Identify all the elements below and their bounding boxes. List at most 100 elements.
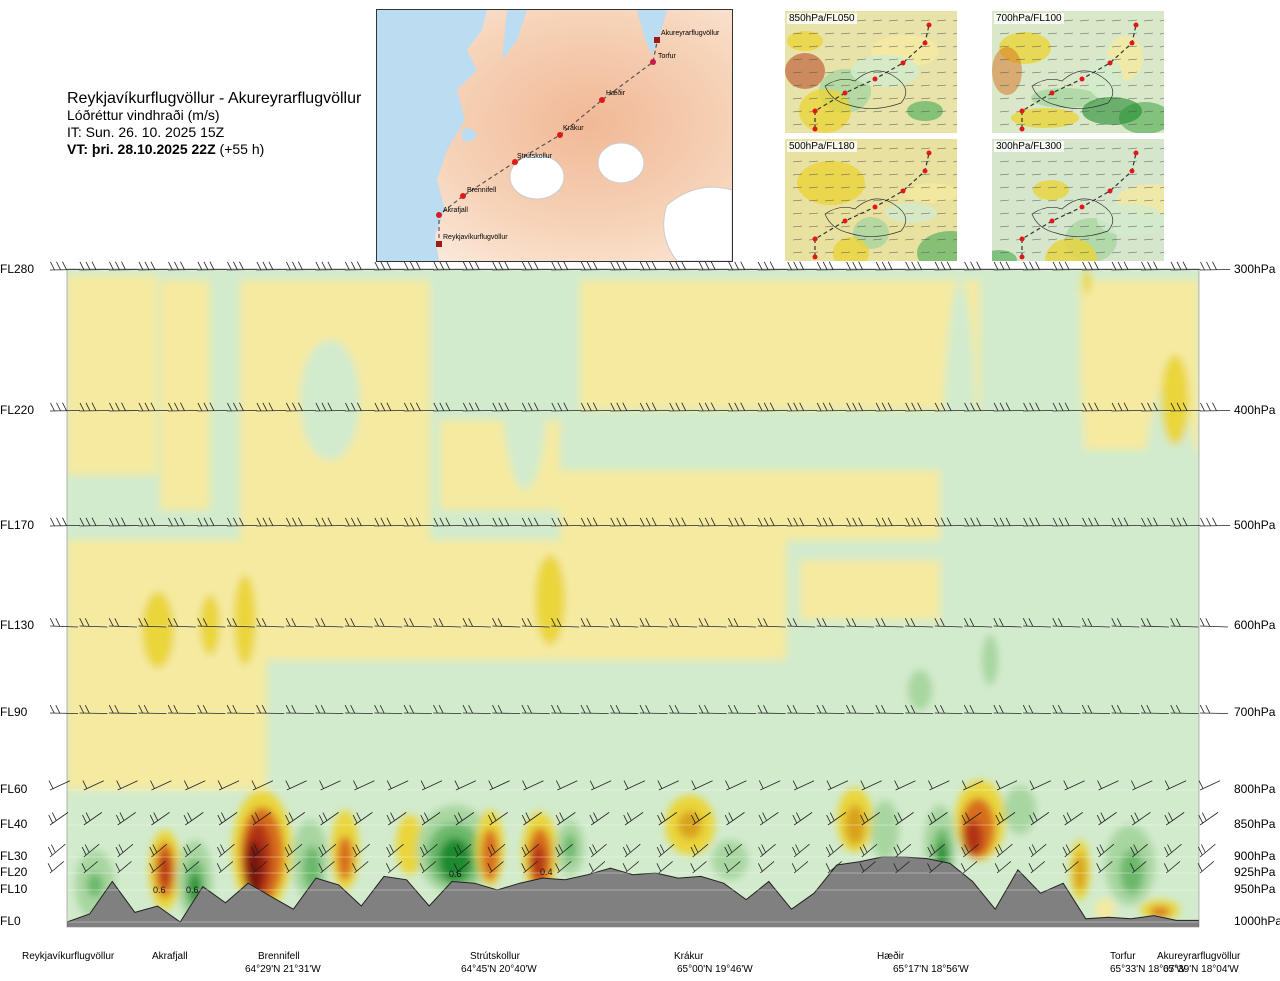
wind-barb-tick [492, 517, 498, 527]
level-map-300[interactable]: 300hPa/FL300 [992, 139, 1164, 261]
map-wind-barb [1031, 110, 1042, 113]
wind-barb [226, 269, 257, 271]
wind-barb-tick [1064, 261, 1070, 270]
wind-barb [728, 269, 759, 271]
wind-barb-tick [616, 261, 622, 270]
wind-barb-tick [256, 402, 262, 412]
wind-barb [1023, 525, 1054, 527]
wind-barb-tick [826, 814, 832, 824]
wind-barb-tick [799, 261, 805, 270]
field-blob [1161, 355, 1189, 445]
map-wind-barb [1095, 97, 1106, 100]
wind-barb-tick [403, 617, 409, 627]
wind-barb-tick [55, 618, 61, 627]
map-wind-barb [952, 174, 957, 176]
wind-barb-tick [887, 517, 893, 526]
vertical-velocity-field [67, 269, 1199, 927]
wind-barb-tick [1064, 517, 1070, 526]
wind-barb-tick [84, 704, 90, 714]
wind-barb-tick [315, 704, 320, 714]
fl-label: FL170 [0, 518, 35, 532]
wind-barb-tick [1029, 780, 1035, 789]
wind-barb [489, 780, 510, 791]
wind-barb-tick [62, 517, 67, 526]
map-wind-barb [1031, 212, 1042, 215]
wind-barb-tick [403, 402, 409, 412]
wind-barb-tick [1175, 618, 1181, 627]
map-wind-barb [1111, 212, 1122, 215]
wind-barb-tick [203, 261, 209, 270]
wind-barb-tick [138, 402, 144, 412]
map-waypoint [926, 22, 932, 28]
wind-barb-tick [91, 517, 97, 526]
route-map: Akureyrarflugvöllur Torfur Hæðir Krákur … [376, 9, 733, 262]
map-wind-barb [824, 45, 835, 48]
field-blob [142, 592, 174, 668]
wind-barb-tick [1123, 261, 1129, 270]
wind-barb-tick [1058, 261, 1064, 270]
wind-barb-tick [81, 846, 87, 856]
map-wind-barb [1015, 97, 1026, 100]
wind-barb-tick [1096, 863, 1101, 872]
barb-row [47, 843, 1216, 858]
map-wind-barb [999, 110, 1010, 113]
wind-barb-tick [862, 844, 868, 853]
wind-barb-tick [887, 402, 893, 411]
map-wind-barb [1079, 160, 1090, 163]
wind-barb [1141, 525, 1172, 527]
wind-barb-tick [109, 517, 114, 527]
map-wind-barb [1159, 111, 1164, 113]
wind-barb [403, 625, 432, 628]
level-map-850[interactable]: 850hPa/FL050 [785, 11, 957, 133]
map-wind-barb [920, 19, 931, 22]
map-wind-barb [1127, 19, 1138, 22]
wind-barb-tick [47, 863, 53, 872]
wind-barb-tick [217, 814, 223, 824]
wind-barb [315, 269, 346, 271]
map-wind-barb [1015, 32, 1026, 35]
wind-barb-tick [799, 402, 805, 411]
map-wind-barb [904, 32, 915, 35]
field-blob [1035, 300, 1085, 700]
map-wind-barb [952, 161, 957, 163]
map-wind-barb [920, 199, 931, 202]
map-wind-barb [1159, 72, 1164, 74]
wind-barb [827, 780, 849, 791]
wind-barb-tick [757, 261, 763, 271]
wind-barb-tick [250, 846, 256, 856]
wind-barb [49, 625, 78, 628]
wind-barb-tick [386, 814, 392, 824]
map-wind-barb [792, 199, 803, 202]
map-wind-barb [920, 147, 931, 150]
wind-barb-tick [1094, 402, 1099, 411]
map-waypoint [1019, 108, 1025, 114]
convective-cell [481, 829, 499, 881]
wind-barb-tick [221, 812, 226, 821]
level-map-500[interactable]: 500hPa/FL180 [785, 139, 957, 261]
wind-barb-tick [592, 517, 598, 526]
wind-barb-tick [993, 261, 999, 271]
map-wind-barb [792, 186, 803, 189]
wind-barb [669, 269, 700, 271]
wind-barb-tick [521, 704, 527, 714]
contour-label: 0.6 [449, 869, 462, 879]
field-blob [1083, 270, 1091, 294]
map-wind-barb [1015, 160, 1026, 163]
convective-cell [87, 873, 103, 897]
wind-barb-tick [119, 812, 125, 821]
wind-barb-tick [887, 261, 893, 270]
wind-barb-tick [456, 844, 462, 853]
map-wind-barb [1111, 71, 1122, 74]
map-wind-barb [1111, 147, 1122, 150]
wind-barb-tick [419, 846, 425, 856]
cross-section-chart: 0.6 0.6 0.6 0.4 [47, 261, 1231, 928]
wind-barb [151, 780, 172, 791]
wind-barb-tick [344, 704, 350, 714]
wind-barb-tick [524, 844, 530, 853]
wind-barb-tick [1170, 402, 1176, 412]
wind-barb-tick [143, 618, 149, 627]
level-map-700[interactable]: 700hPa/FL100 [992, 11, 1164, 133]
map-wind-barb [1111, 110, 1122, 113]
wind-barb-tick [728, 517, 734, 527]
wind-barb-tick [533, 517, 539, 526]
